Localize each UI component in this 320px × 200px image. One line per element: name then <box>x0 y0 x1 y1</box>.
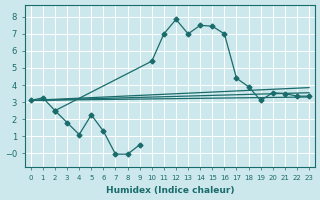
X-axis label: Humidex (Indice chaleur): Humidex (Indice chaleur) <box>106 186 234 195</box>
